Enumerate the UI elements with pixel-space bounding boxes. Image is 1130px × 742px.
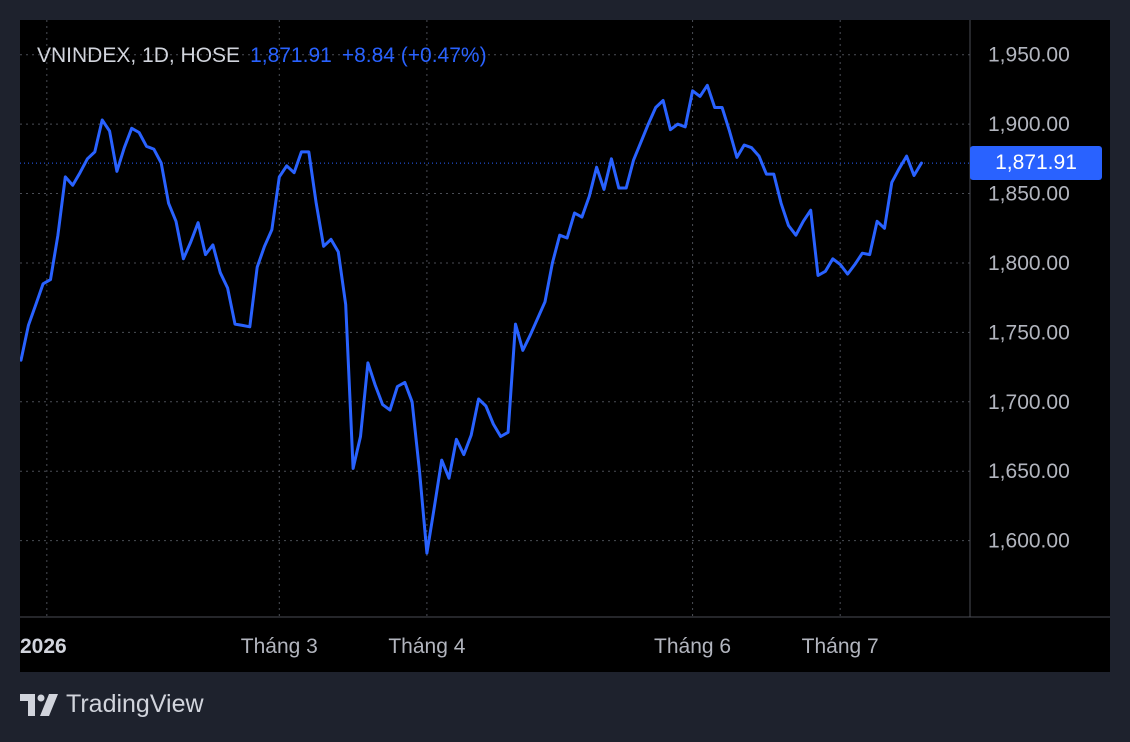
tradingview-brand[interactable]: TradingView <box>20 690 204 719</box>
tradingview-logo-icon <box>20 693 58 716</box>
price-series-line <box>20 83 923 555</box>
grid-layer <box>20 20 970 617</box>
x-tick-label: 2026 <box>20 635 67 658</box>
price-chart[interactable]: 1,950.00 1,900.00 1,850.00 1,800.00 1,750.00… <box>20 20 1110 672</box>
last-price-tag: 1,871.91 <box>970 146 1102 181</box>
chart-frame: 1,950.00 1,900.00 1,850.00 1,800.00 1,750.00… <box>20 20 1110 672</box>
legend-change: +8.84 (+0.47%) <box>341 44 487 67</box>
y-tick-label: 1,900.00 <box>988 113 1070 136</box>
legend-last-price: 1,871.91 <box>250 44 332 67</box>
y-tick-label: 1,850.00 <box>988 183 1070 206</box>
y-tick-label: 1,600.00 <box>988 530 1070 553</box>
x-tick-label: Tháng 4 <box>388 635 465 658</box>
y-tick-label: 1,800.00 <box>988 252 1070 275</box>
chart-legend[interactable]: VNINDEX, 1D, HOSE 1,871.91 +8.84 (+0.47%) <box>37 44 487 68</box>
legend-symbol[interactable]: VNINDEX, 1D, HOSE <box>37 44 241 67</box>
x-tick-label: Tháng 6 <box>654 635 731 658</box>
tick-layer: 1,950.00 1,900.00 1,850.00 1,800.00 1,750.00… <box>20 44 1070 658</box>
x-tick-label: Tháng 3 <box>241 635 318 658</box>
axis-layer <box>20 20 1110 618</box>
y-tick-label: 1,750.00 <box>988 321 1070 344</box>
x-tick-label: Tháng 7 <box>802 635 879 658</box>
series-layer <box>20 83 970 555</box>
y-tick-label: 1,650.00 <box>988 460 1070 483</box>
y-tick-label: 1,700.00 <box>988 391 1070 414</box>
y-tick-label: 1,950.00 <box>988 44 1070 67</box>
brand-name: TradingView <box>66 690 204 718</box>
